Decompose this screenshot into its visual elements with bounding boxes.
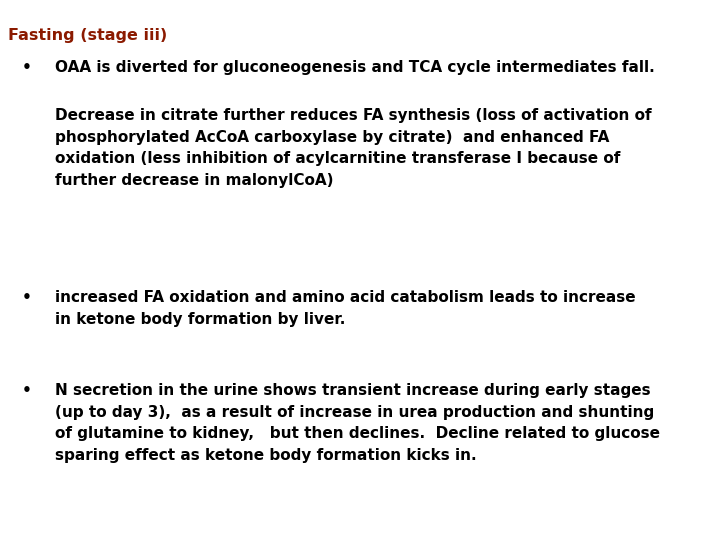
- Text: •: •: [22, 383, 32, 398]
- Text: Fasting (stage iii): Fasting (stage iii): [8, 28, 167, 43]
- Text: •: •: [22, 60, 32, 75]
- Text: •: •: [22, 290, 32, 305]
- Text: increased FA oxidation and amino acid catabolism leads to increase
in ketone bod: increased FA oxidation and amino acid ca…: [55, 290, 636, 327]
- Text: N secretion in the urine shows transient increase during early stages
(up to day: N secretion in the urine shows transient…: [55, 383, 660, 463]
- Text: Decrease in citrate further reduces FA synthesis (loss of activation of
phosphor: Decrease in citrate further reduces FA s…: [55, 108, 652, 188]
- Text: OAA is diverted for gluconeogenesis and TCA cycle intermediates fall.: OAA is diverted for gluconeogenesis and …: [55, 60, 654, 75]
